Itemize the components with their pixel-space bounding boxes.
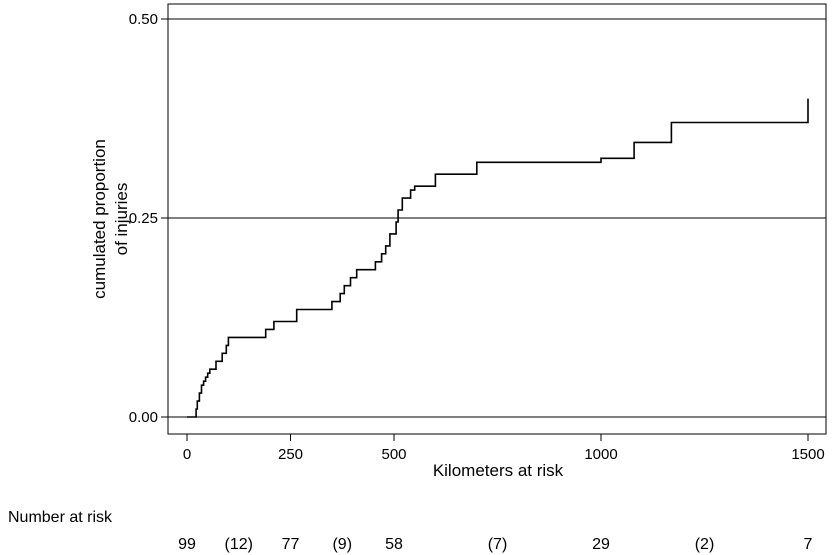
x-tick-label-4: 1500 [791,446,824,463]
risk-value-4: 58 [385,536,403,553]
number-at-risk-label: Number at risk [8,509,113,526]
y-tick-label-2: 0.50 [129,11,158,28]
y-axis: 0.00 0.25 0.50 [129,4,169,434]
series-layer [187,98,809,418]
y-tick-label-1: 0.25 [129,210,158,227]
x-axis-title: Kilometers at risk [433,461,564,480]
x-axis: 0 250 500 1000 1500 [168,433,826,463]
risk-value-8: 7 [804,536,813,553]
plot-frame [167,3,827,435]
risk-value-1: (12) [225,536,253,553]
risk-value-7: (2) [695,536,715,553]
grid-lines [168,18,826,418]
x-tick-label-2: 500 [381,446,406,463]
y-axis-title-line-2: of injuries [112,183,131,256]
risk-value-0: 99 [178,536,196,553]
risk-value-6: 29 [592,536,610,553]
x-tick-label-1: 250 [278,446,303,463]
y-axis-title-line-1: cumulated proportion [90,139,109,299]
risk-value-3: (9) [332,536,352,553]
y-tick-label-0: 0.00 [129,409,158,426]
x-tick-label-0: 0 [183,446,191,463]
x-tick-label-3: 1000 [584,446,617,463]
cumulative-incidence-line-0 [187,98,809,418]
number-at-risk-row: 99 (12) 77 (9) 58 (7) 29 (2) 7 [178,536,812,553]
risk-value-2: 77 [282,536,300,553]
risk-value-5: (7) [488,536,508,553]
